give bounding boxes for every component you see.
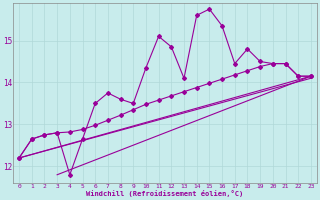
X-axis label: Windchill (Refroidissement éolien,°C): Windchill (Refroidissement éolien,°C) <box>86 190 244 197</box>
